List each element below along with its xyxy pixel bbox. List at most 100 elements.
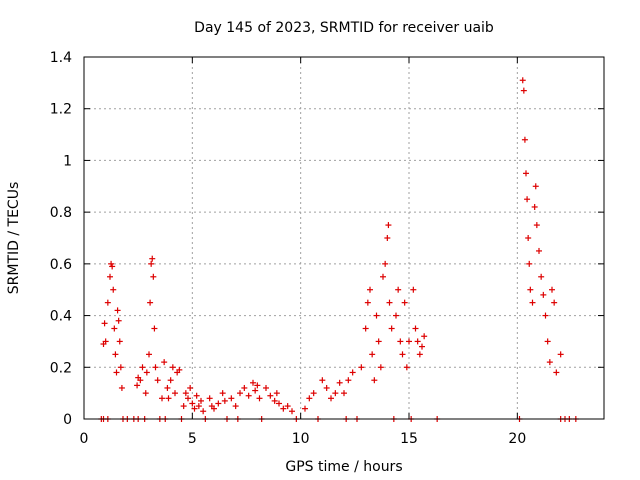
data-point (198, 397, 204, 404)
data-point (373, 312, 380, 319)
data-point (403, 364, 410, 371)
data-point (159, 395, 165, 402)
data-point (110, 286, 117, 293)
data-point (302, 405, 308, 412)
data-point (143, 369, 150, 376)
y-tick-label: 1.4 (50, 50, 72, 66)
data-point (367, 286, 373, 293)
data-point (200, 408, 207, 415)
data-point (395, 286, 402, 293)
y-axis-label: SRMTID / TECUs (6, 182, 22, 295)
data-point (401, 299, 408, 306)
data-point (256, 395, 263, 402)
data-point (412, 325, 419, 332)
data-point (538, 273, 545, 280)
data-point (406, 338, 412, 345)
data-point (410, 286, 417, 293)
data-point (267, 392, 274, 399)
y-tick-label: 1.2 (50, 102, 72, 118)
data-point (540, 291, 547, 298)
data-point (371, 377, 378, 384)
data-point (176, 366, 183, 373)
data-point (328, 395, 334, 402)
data-point (532, 183, 539, 190)
data-point (148, 260, 155, 267)
data-point (169, 364, 176, 371)
data-point (397, 338, 404, 345)
data-point (421, 333, 428, 340)
data-point (546, 359, 553, 366)
data-point (142, 390, 149, 397)
data-point (117, 364, 124, 371)
x-axis-label: GPS time / hours (285, 459, 402, 475)
data-point (310, 390, 317, 397)
data-point (542, 312, 549, 319)
data-point (529, 299, 536, 306)
data-point (386, 299, 393, 306)
data-point (523, 170, 529, 177)
data-point (228, 395, 235, 402)
data-point (232, 403, 239, 410)
data-point (161, 359, 168, 366)
data-point (237, 390, 243, 397)
data-point (358, 364, 365, 371)
y-tick-label: 1 (63, 153, 72, 169)
data-point (533, 222, 540, 229)
x-tick-label: 15 (400, 431, 418, 447)
data-point (551, 299, 558, 306)
data-point (180, 403, 187, 410)
ticks: 0 5 10 15 20 0 0.2 0.4 0.6 0.8 1 1.2 1.4 (50, 50, 604, 447)
data-point (393, 312, 399, 319)
data-point (323, 384, 330, 391)
data-point (164, 384, 171, 391)
data-point (377, 364, 384, 371)
data-point (112, 351, 119, 358)
data-point (544, 338, 551, 345)
data-point (185, 395, 191, 402)
data-point (520, 87, 527, 94)
data-point (276, 400, 282, 407)
data-point (146, 351, 152, 358)
data-point (109, 263, 116, 270)
data-point (263, 384, 269, 391)
data-point (137, 377, 144, 384)
x-tick-label: 20 (508, 431, 526, 447)
data-point (215, 400, 222, 407)
data-point (384, 235, 391, 241)
data-point (102, 338, 109, 345)
data-point (362, 325, 369, 332)
data-point (195, 403, 202, 410)
data-point (531, 203, 538, 210)
data-point (349, 369, 356, 376)
y-tick-label: 0.8 (50, 205, 72, 221)
data-point (332, 390, 339, 397)
chart-title: Day 145 of 2023, SRMTID for receiver uai… (194, 20, 494, 36)
data-point (111, 325, 118, 332)
data-point (151, 325, 158, 332)
data-point (380, 273, 386, 280)
data-point (553, 369, 560, 376)
data-point (182, 390, 189, 397)
data-point (139, 364, 146, 371)
data-point (219, 390, 226, 397)
data-point (345, 377, 352, 384)
data-point (254, 382, 261, 389)
data-point (284, 403, 291, 410)
data-point (147, 299, 154, 306)
data-point (525, 235, 532, 241)
x-tick-label: 0 (80, 431, 89, 447)
data-point (382, 260, 389, 267)
data-point (152, 364, 159, 371)
plot-frame (83, 56, 605, 420)
data-point (399, 351, 406, 358)
y-tick-label: 0.4 (50, 309, 72, 325)
data-point (385, 222, 392, 229)
data-point (241, 384, 248, 391)
x-tick-label: 10 (292, 431, 310, 447)
data-point (250, 379, 256, 386)
data-point (191, 405, 198, 412)
data-point (536, 247, 542, 254)
data-point (271, 397, 278, 404)
data-point (364, 299, 371, 306)
